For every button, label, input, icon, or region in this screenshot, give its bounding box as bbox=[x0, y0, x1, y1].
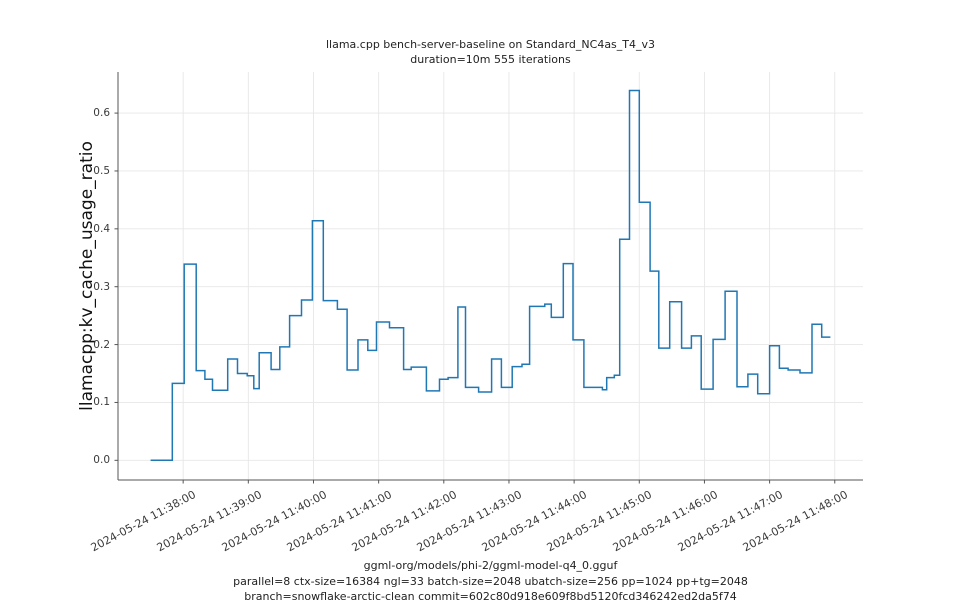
y-tick-label: 0.6 bbox=[93, 107, 110, 120]
y-tick-label: 0.3 bbox=[93, 280, 110, 293]
chart-title: llama.cpp bench-server-baseline on Stand… bbox=[118, 37, 863, 67]
chart-title-line2: duration=10m 555 iterations bbox=[410, 53, 571, 66]
y-tick-label: 0.4 bbox=[93, 222, 110, 235]
footer-model-path: ggml-org/models/phi-2/ggml-model-q4_0.gg… bbox=[363, 559, 618, 572]
data-series-line bbox=[150, 89, 831, 462]
footer-branch-commit: branch=snowflake-arctic-clean commit=602… bbox=[244, 590, 737, 603]
y-tick-label: 0.2 bbox=[93, 338, 110, 351]
chart-title-line1: llama.cpp bench-server-baseline on Stand… bbox=[325, 38, 656, 51]
footer-params: parallel=8 ctx-size=16384 ngl=33 batch-s… bbox=[233, 574, 748, 588]
chart-footer: ggml-org/models/phi-2/ggml-model-q4_0.gg… bbox=[118, 558, 863, 605]
y-tick-label: 0.1 bbox=[93, 396, 110, 409]
y-tick-label: 0.5 bbox=[93, 164, 110, 177]
y-tick-label: 0.0 bbox=[93, 454, 110, 467]
